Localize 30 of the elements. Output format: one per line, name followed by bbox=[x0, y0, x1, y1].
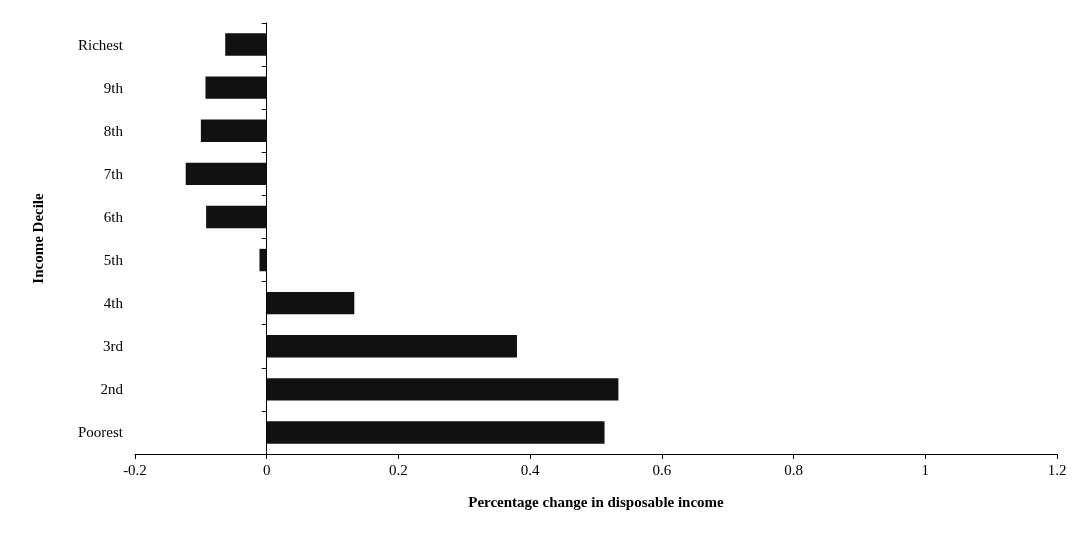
x-tick-label: -0.2 bbox=[123, 461, 147, 478]
bar bbox=[266, 335, 517, 358]
y-tick-label: 4th bbox=[103, 295, 124, 312]
bar bbox=[185, 162, 267, 186]
bar bbox=[206, 205, 267, 229]
bar bbox=[225, 33, 267, 56]
y-tick-label: 2nd bbox=[100, 381, 124, 398]
x-tick-label: 0.2 bbox=[389, 461, 408, 478]
y-tick-label: 9th bbox=[103, 79, 124, 96]
y-tick-label: Poorest bbox=[78, 424, 124, 441]
y-tick-label: 5th bbox=[103, 252, 124, 269]
x-tick-label: 1.2 bbox=[1047, 461, 1067, 478]
y-tick-label: 6th bbox=[103, 208, 124, 225]
y-tick-label: 7th bbox=[103, 165, 124, 182]
x-tick-label: 1 bbox=[921, 461, 930, 478]
x-tick-label: 0.6 bbox=[652, 461, 672, 478]
bar bbox=[266, 421, 605, 444]
y-tick-label: Richest bbox=[78, 36, 124, 53]
x-tick-label: 0 bbox=[262, 461, 271, 478]
y-axis-title: Income Decile bbox=[29, 192, 46, 284]
bar bbox=[200, 119, 267, 142]
bar bbox=[266, 291, 355, 315]
x-tick-label: 0.4 bbox=[520, 461, 541, 478]
x-axis-title: Percentage change in disposable income bbox=[468, 493, 725, 510]
bar bbox=[205, 76, 267, 99]
y-tick-label: 8th bbox=[103, 122, 124, 139]
bar bbox=[266, 378, 619, 401]
bar bbox=[259, 248, 267, 272]
x-tick-label: 0.8 bbox=[784, 461, 803, 478]
y-tick-label: 3rd bbox=[103, 338, 124, 355]
